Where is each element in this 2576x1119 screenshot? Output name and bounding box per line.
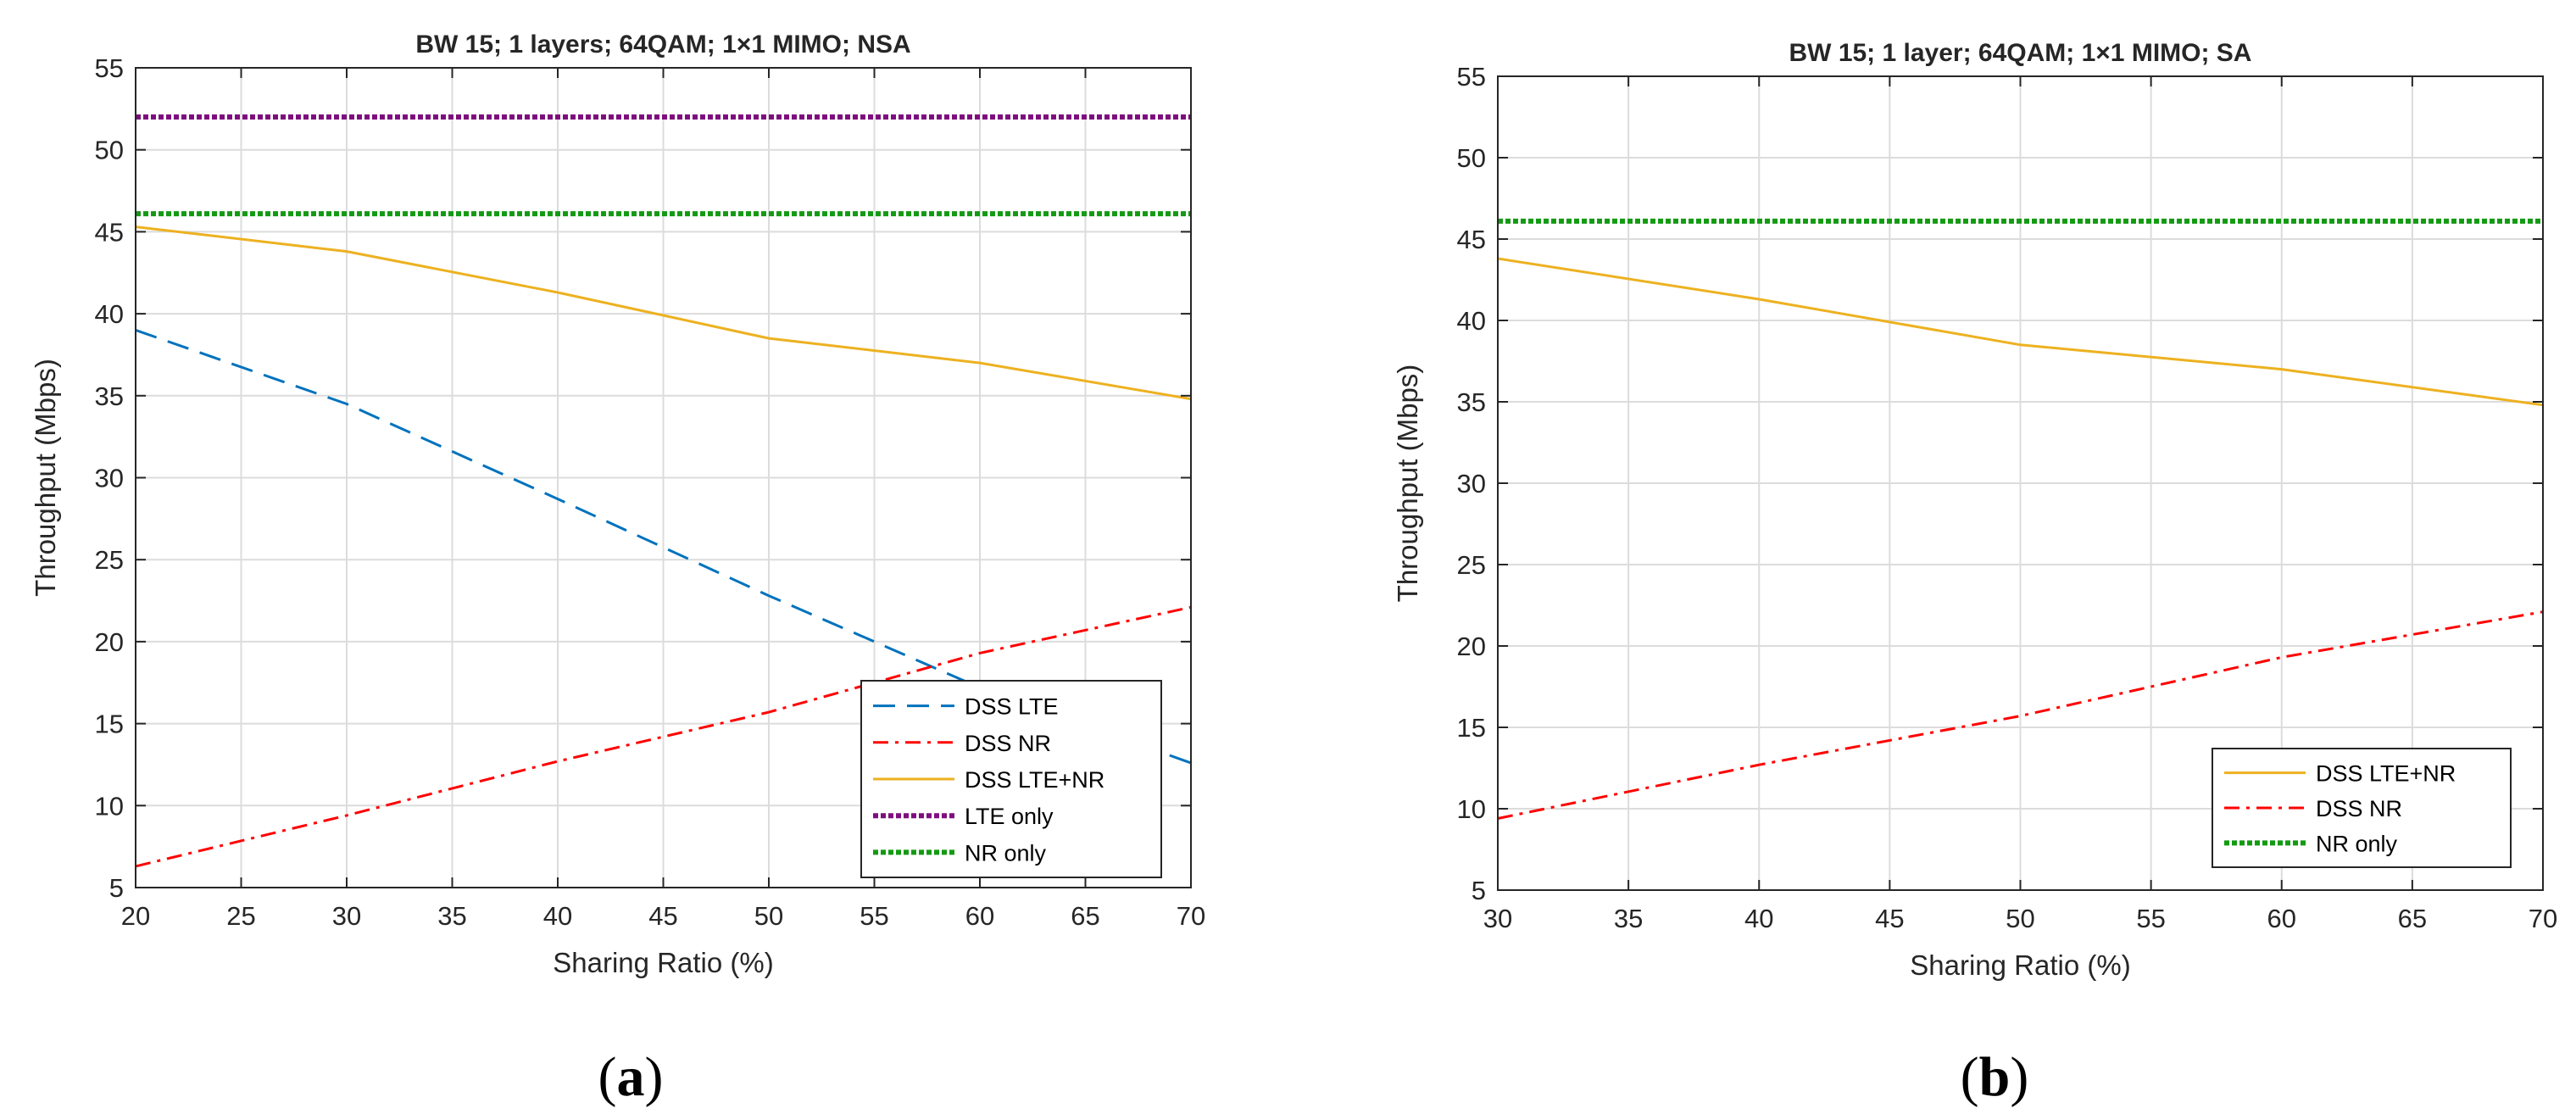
chart-b: 30 35 40 45 50 55 60 65 70 5 10 15 20 25 30 35 40 45 50 55 B…: [1392, 39, 2557, 981]
x-tick-label: 60: [965, 901, 994, 931]
x-tick-label: 45: [1875, 904, 1904, 933]
x-tick-label: 50: [754, 901, 783, 931]
legend-entry: DSS LTE+NR: [2316, 761, 2456, 787]
x-axis-label: Sharing Ratio (%): [1910, 949, 2130, 981]
y-tick-label: 55: [1457, 62, 1486, 92]
legend-entry: NR only: [965, 840, 1047, 866]
x-tick-label: 40: [1744, 904, 1773, 933]
y-tick-label: 30: [95, 464, 124, 493]
x-tick-label: 45: [648, 901, 677, 931]
chart-a: 20 25 30 35 40 45 50 55 60 65 70 5 10 15 20 25 30 35 40 45 5…: [30, 31, 1205, 978]
y-tick-label: 40: [1457, 306, 1486, 336]
y-axis-label: Throughput (Mbps): [30, 359, 61, 597]
legend-entry: LTE only: [965, 804, 1054, 829]
chart-title: BW 15; 1 layer; 64QAM; 1×1 MIMO; SA: [1789, 39, 2252, 67]
x-tick-label: 40: [543, 901, 572, 931]
legend-entry: NR only: [2316, 831, 2398, 856]
y-tick-label: 25: [95, 545, 124, 575]
legend-entry: DSS NR: [2316, 796, 2402, 821]
y-tick-label: 30: [1457, 469, 1486, 498]
y-tick-label: 20: [1457, 632, 1486, 661]
x-tick-label: 25: [226, 901, 255, 931]
y-tick-label: 40: [95, 299, 124, 329]
x-tick-label: 20: [121, 901, 150, 931]
y-tick-label: 25: [1457, 550, 1486, 580]
x-tick-label: 30: [1483, 904, 1512, 933]
y-tick-label: 55: [95, 53, 124, 83]
x-tick-label: 55: [2136, 904, 2165, 933]
legend-entry: DSS LTE: [965, 694, 1059, 720]
panel-label-a: (a): [598, 1046, 664, 1108]
y-tick-label: 35: [95, 381, 124, 411]
y-tick-label: 15: [1457, 713, 1486, 743]
legend-entry: DSS NR: [965, 731, 1051, 756]
x-tick-label: 55: [860, 901, 888, 931]
y-tick-label: 50: [1457, 143, 1486, 173]
x-tick-label: 70: [2529, 904, 2557, 933]
y-tick-label: 5: [109, 873, 124, 903]
y-axis-label: Throughput (Mbps): [1392, 365, 1423, 603]
x-tick-label: 50: [2006, 904, 2034, 933]
chart-title: BW 15; 1 layers; 64QAM; 1×1 MIMO; NSA: [415, 31, 910, 58]
y-tick-label: 45: [95, 217, 124, 247]
y-tick-label: 50: [95, 136, 124, 165]
panel-label-b: (b): [1961, 1046, 2029, 1108]
y-tick-label: 45: [1457, 225, 1486, 254]
series-line-dss-nr: [135, 605, 1192, 868]
y-tick-label: 20: [95, 627, 124, 657]
y-tick-label: 10: [1457, 794, 1486, 824]
series-line-dss-lte-nr: [1497, 257, 2544, 407]
x-tick-label: 65: [2398, 904, 2427, 933]
x-axis-label: Sharing Ratio (%): [553, 947, 773, 978]
series-line-dss-lte-nr: [135, 225, 1192, 401]
x-tick-label: 35: [1614, 904, 1643, 933]
y-tick-label: 10: [95, 791, 124, 821]
x-tick-label: 60: [2267, 904, 2296, 933]
x-tick-label: 65: [1071, 901, 1099, 931]
x-tick-label: 70: [1177, 901, 1205, 931]
y-tick-label: 5: [1472, 876, 1486, 905]
x-tick-label: 30: [332, 901, 361, 931]
legend-entry: DSS LTE+NR: [965, 767, 1104, 793]
x-tick-label: 35: [437, 901, 466, 931]
y-tick-label: 35: [1457, 387, 1486, 417]
y-tick-label: 15: [95, 710, 124, 739]
